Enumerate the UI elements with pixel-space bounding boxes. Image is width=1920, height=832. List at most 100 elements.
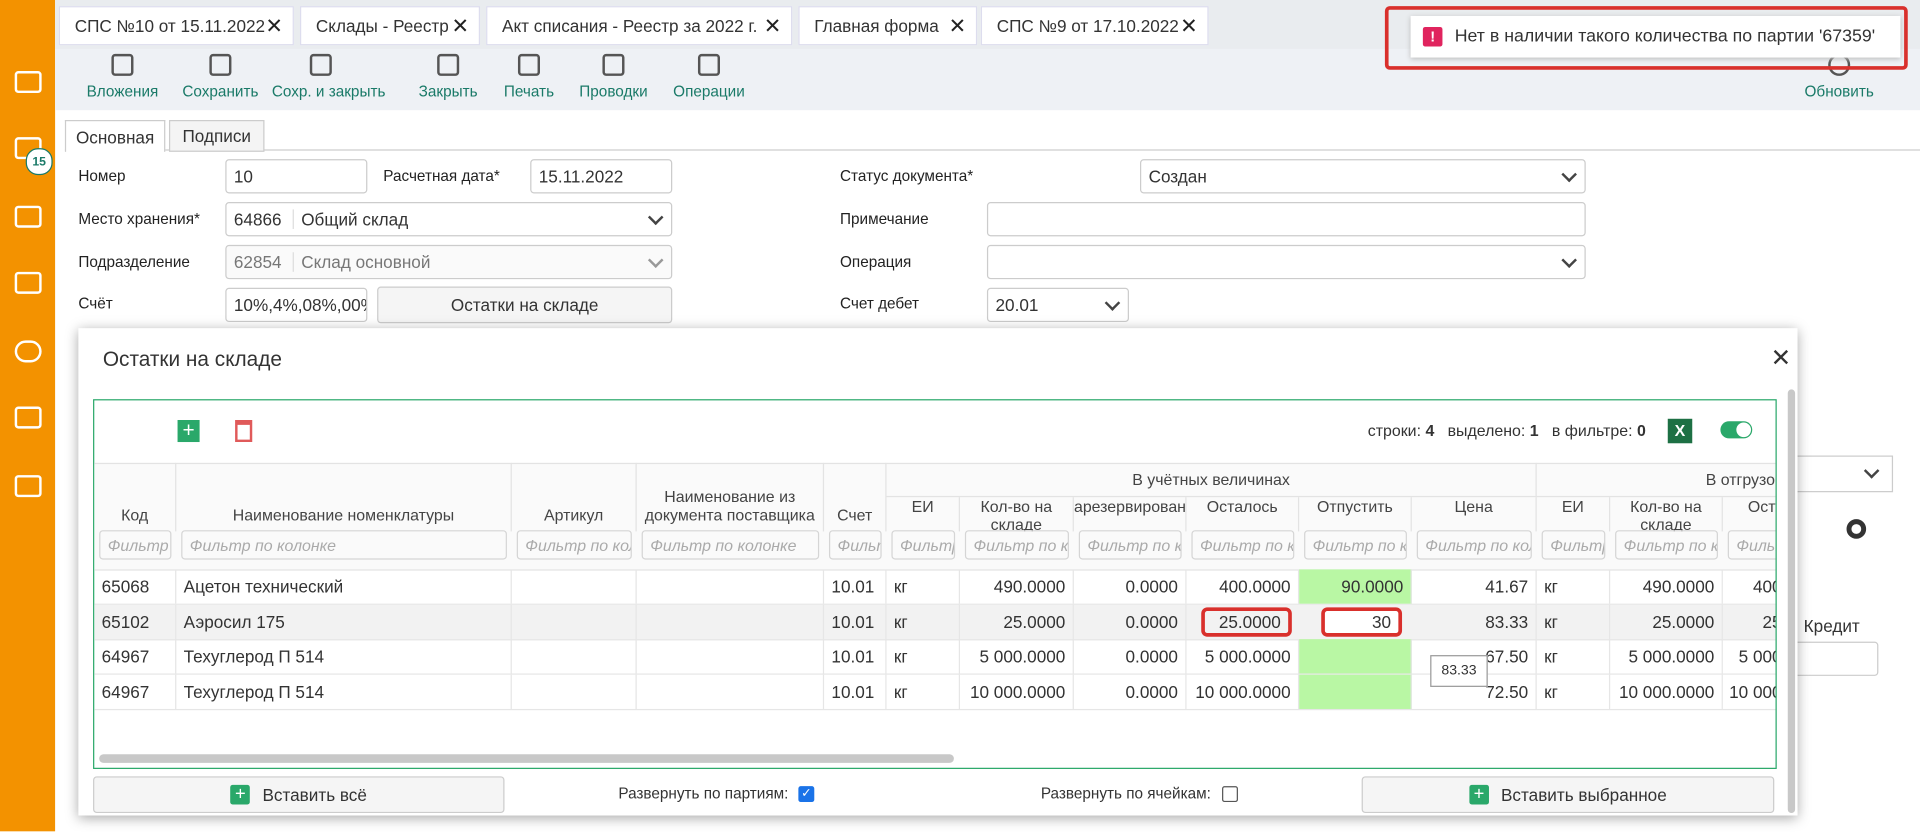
settings-icon[interactable]: [1846, 519, 1867, 539]
field-label: Расчетная дата*: [383, 167, 500, 185]
header: [94, 462, 1776, 571]
date-input[interactable]: 15.11.2022: [530, 159, 673, 194]
toolbar-button[interactable]: Сохр. и закрыть: [272, 53, 385, 100]
row[interactable]: [94, 569, 1776, 605]
cell: кг: [1537, 604, 1611, 639]
storage-select[interactable]: 64866 Общий склад: [225, 202, 673, 237]
stock-button[interactable]: Остатки на складе: [377, 286, 673, 324]
status-select[interactable]: Создан: [1140, 159, 1586, 194]
tab[interactable]: Главная форма ✕: [798, 6, 978, 46]
row[interactable]: [94, 604, 1776, 640]
insert-selected-button[interactable]: + Вставить выбранное: [1361, 776, 1775, 814]
check-icon[interactable]: [14, 475, 42, 498]
error-icon: !: [1422, 26, 1443, 47]
cell[interactable]: 30: [1321, 606, 1403, 637]
tab[interactable]: СПС №9 от 17.10.2022 ✕: [980, 6, 1209, 46]
tab-close[interactable]: ✕: [451, 14, 469, 38]
checkbox[interactable]: [1222, 786, 1238, 803]
row[interactable]: [94, 674, 1776, 710]
cell: [637, 604, 825, 639]
toolbar-button[interactable]: Проводки: [564, 53, 662, 100]
value: 20.01: [995, 295, 1039, 315]
cell: 5 000.0000: [960, 639, 1074, 674]
toast-highlight: ! Нет в наличии такого количества по парт…: [1384, 6, 1908, 70]
chart-icon[interactable]: [14, 205, 42, 228]
cell: 10 000.0000: [960, 674, 1074, 709]
form-tab[interactable]: Основная: [64, 120, 166, 152]
column-filter[interactable]: Фильтр по колонке: [1416, 530, 1532, 560]
number-input[interactable]: 10: [225, 159, 368, 194]
stat-value: 0: [1636, 421, 1646, 440]
division-select[interactable]: 62854 Склад основной: [225, 244, 673, 280]
list-icon[interactable]: [14, 271, 42, 294]
icon: [602, 53, 625, 76]
toast-text: Нет в наличии такого количества по парти…: [1454, 26, 1876, 47]
stat-value: 4: [1425, 421, 1435, 440]
cell: кг: [1537, 639, 1611, 674]
tab[interactable]: СПС №10 от 15.11.2022 ✕: [58, 6, 294, 46]
tab-close[interactable]: ✕: [948, 14, 967, 38]
column-header: Кол-во на складе: [960, 497, 1074, 532]
column-filter[interactable]: Фильтр по колонке: [891, 530, 956, 560]
column-filter[interactable]: Фильтр по колонке: [181, 530, 507, 560]
tab-close[interactable]: ✕: [763, 14, 782, 38]
cell[interactable]: [1299, 674, 1412, 709]
toolbar-label: Сохранить: [182, 83, 259, 101]
cell: 400.0000: [1723, 569, 1776, 603]
debit-select[interactable]: 20.01: [986, 287, 1129, 323]
note-input[interactable]: [986, 202, 1586, 237]
code: 64866: [234, 209, 294, 229]
tab-close[interactable]: ✕: [265, 14, 283, 38]
tab[interactable]: Склады - Реестр ✕: [300, 6, 481, 46]
icon: [209, 53, 232, 76]
cell: 5 000.0000: [1610, 639, 1723, 674]
column-filter[interactable]: Фильтр по колонке: [1727, 530, 1776, 560]
toolbar-button[interactable]: Сохранить: [171, 53, 269, 101]
insert-all-button[interactable]: + Вставить всё: [93, 776, 505, 814]
delete-button[interactable]: [235, 420, 253, 443]
column-filter[interactable]: Фильтр по колонке: [641, 530, 820, 560]
cell: 25.0000: [1723, 604, 1776, 638]
toggle[interactable]: [1720, 421, 1753, 439]
column-filter[interactable]: Фильтр по колонке: [99, 530, 172, 560]
excel-button[interactable]: X: [1667, 418, 1693, 444]
cell[interactable]: [1299, 639, 1412, 674]
cell: 490.0000: [1610, 569, 1723, 604]
cell: кг: [887, 569, 961, 604]
column-filter[interactable]: Фильтр по колонке: [516, 530, 632, 560]
form-tab[interactable]: Подписи: [168, 120, 265, 152]
tab[interactable]: Акт списания - Реестр за 2022 г. ✕: [486, 6, 793, 46]
date-value: 15.11.2022: [538, 166, 624, 187]
column-header: Наименование номенклатуры: [176, 462, 512, 532]
row[interactable]: [94, 639, 1776, 675]
sync-icon[interactable]: [14, 340, 42, 363]
column-filter[interactable]: Фильтр по колонке: [964, 530, 1069, 560]
cell: Ацетон технический: [176, 569, 512, 604]
toolbar-button[interactable]: Операции: [660, 53, 758, 100]
tab-close[interactable]: ✕: [1180, 14, 1198, 38]
folder-icon[interactable]: [14, 71, 42, 94]
account-input[interactable]: 10%,4%,08%,00%: [225, 287, 368, 323]
toolbar-button[interactable]: Закрыть: [399, 53, 497, 100]
table-icon[interactable]: [14, 406, 42, 429]
operation-select[interactable]: [986, 244, 1586, 280]
cell: 0.0000: [1074, 639, 1187, 674]
stat-label: в фильтре:: [1551, 421, 1633, 440]
column-filter[interactable]: Фильтр по колонке: [828, 530, 882, 560]
cell: 10 000.0000: [1187, 674, 1300, 709]
column-filter[interactable]: Фильтр по колонке: [1191, 530, 1295, 560]
column-filter[interactable]: Фильтр по колонке: [1078, 530, 1182, 560]
column-header: Цена: [1412, 497, 1537, 532]
add-button[interactable]: +: [177, 419, 200, 443]
toolbar-button[interactable]: Печать: [480, 53, 578, 100]
toolbar-button[interactable]: Вложения: [73, 53, 171, 100]
cell: [512, 604, 637, 639]
cell: 10.01: [824, 674, 887, 709]
checkbox[interactable]: ✓: [798, 786, 815, 803]
column-filter[interactable]: Фильтр по колонке: [1615, 530, 1718, 560]
tab-title: СПС №9 от 17.10.2022: [996, 15, 1179, 36]
column-filter[interactable]: Фильтр по колонке: [1304, 530, 1407, 560]
close-button[interactable]: ✕: [1770, 345, 1792, 373]
column-filter[interactable]: Фильтр по колонке: [1541, 530, 1606, 560]
cell[interactable]: 90.0000: [1299, 569, 1412, 604]
